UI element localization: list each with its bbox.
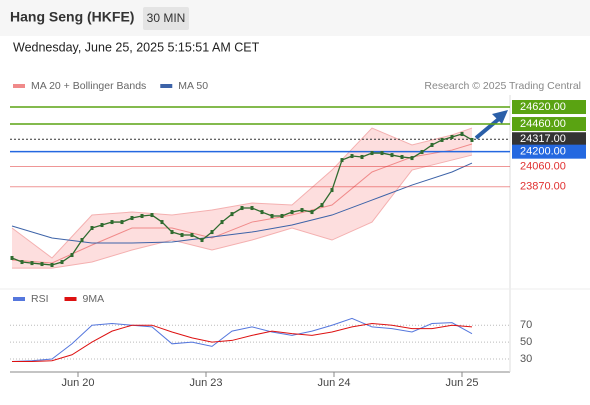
price-point [470, 137, 474, 142]
price-point [410, 156, 414, 161]
level-label: 24200.00 [520, 146, 566, 158]
bollinger-upper [11, 127, 473, 259]
price-point [30, 261, 34, 266]
price-point [150, 213, 154, 218]
price-point [310, 210, 314, 215]
price-point [290, 210, 294, 215]
price-point [20, 260, 24, 265]
price-point [170, 230, 174, 235]
price-point [330, 188, 334, 193]
price-point [390, 153, 394, 158]
price-point [250, 206, 254, 211]
rsi-line [11, 317, 473, 363]
level-label: 24317.00 [520, 133, 566, 145]
level-box [512, 100, 586, 115]
price-point [420, 149, 424, 154]
rsi-line [12, 323, 473, 363]
date: Wednesday, June 25, 2025 5:15:51 AM CET [13, 40, 260, 54]
legend-swatch [64, 297, 77, 301]
x-tick-label: Jun 20 [61, 377, 94, 389]
legend-label: MA 20 + Bollinger Bands [31, 80, 146, 92]
price-point [360, 154, 364, 159]
price-point [40, 262, 44, 267]
level-label: 24460.00 [520, 118, 566, 130]
price-point [180, 233, 184, 238]
price-point [270, 213, 274, 218]
price-point [450, 134, 454, 139]
legend-swatch [160, 84, 173, 88]
title: Hang Seng (HKFE) [10, 9, 134, 25]
price-point [400, 154, 404, 159]
price-point [60, 260, 64, 265]
price-point [380, 151, 384, 156]
x-tick-label: Jun 25 [445, 377, 478, 389]
interval-button[interactable] [143, 7, 189, 30]
price-point [50, 263, 54, 268]
price-point [260, 210, 264, 215]
price-point [80, 238, 84, 243]
legend-label: MA 50 [178, 80, 208, 92]
price-point [100, 223, 104, 228]
price-point [440, 137, 444, 142]
level-label: 23870.00 [520, 181, 566, 193]
legend-swatch [13, 84, 25, 88]
x-tick-label: Jun 23 [189, 377, 222, 389]
header-bg [0, 0, 590, 36]
price-point [430, 142, 434, 147]
price-point [220, 220, 224, 225]
price-point [460, 132, 464, 137]
y-tick-label: 30 [520, 353, 532, 365]
price-point [240, 206, 244, 211]
price-point [320, 203, 324, 208]
price-point [350, 154, 354, 159]
price-point [300, 208, 304, 213]
forecast-arrowhead [492, 110, 508, 124]
price-point [10, 255, 14, 260]
price-point [190, 233, 194, 238]
price-point [70, 253, 74, 258]
level-label: 24620.00 [520, 101, 566, 113]
price-point [90, 226, 94, 231]
ma50-line [11, 162, 473, 244]
bollinger-lower [12, 154, 473, 269]
price-point [140, 213, 144, 218]
price-point [230, 212, 234, 217]
y-tick-label: 70 [520, 319, 532, 331]
level-box [512, 144, 586, 159]
interval-label[interactable]: 30 MIN [147, 11, 186, 25]
price-point [110, 220, 114, 225]
level-box [512, 117, 586, 132]
level-box [512, 132, 586, 147]
level-label: 24060.00 [520, 160, 566, 172]
price-point [280, 213, 284, 218]
y-tick-label: 50 [520, 336, 532, 348]
legend-swatch [13, 297, 25, 301]
price-point [160, 220, 164, 225]
credit: Research © 2025 Trading Central [424, 80, 581, 92]
legend-label: 9MA [83, 293, 105, 305]
price-point [210, 230, 214, 235]
price-point [340, 158, 344, 163]
price-point [130, 216, 134, 221]
price-point [120, 220, 124, 225]
price-point [200, 238, 204, 243]
price-point [370, 151, 374, 156]
legend-label: RSI [31, 293, 49, 305]
bollinger-band [12, 128, 472, 269]
forecast-arrow [474, 116, 502, 140]
x-tick-label: Jun 24 [317, 377, 350, 389]
